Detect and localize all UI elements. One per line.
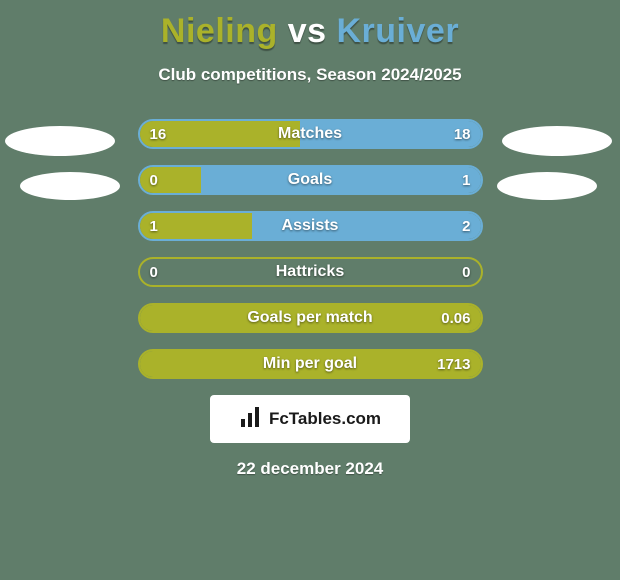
stat-label: Min per goal [140,351,481,377]
stat-bar: Hattricks0 0 [138,257,483,287]
date-label: 22 december 2024 [0,459,620,479]
brand-chart-icon [239,405,263,434]
subtitle: Club competitions, Season 2024/2025 [0,65,620,85]
stat-label: Goals [140,167,481,193]
stats-bars: Matches1618Goals01Assists12Hattricks00Go… [138,119,483,379]
stat-bar: Goals0 1 [138,165,483,195]
avatar-right-shadow [497,172,597,200]
avatar-left-shadow [20,172,120,200]
stat-value-left: 16 [150,121,167,147]
stat-bar: Assists1 2 [138,211,483,241]
stat-label: Goals per match [140,305,481,331]
stat-bar: Goals per match0.06 [138,303,483,333]
stat-bar: Min per goal1713 [138,349,483,379]
stat-label: Assists [140,213,481,239]
brand-badge: FcTables.com [210,395,410,443]
stat-value-right: 1 [462,167,470,193]
avatar-left-top [5,126,115,156]
stat-value-right: 0 [462,259,470,285]
brand-text: FcTables.com [269,409,381,429]
stat-value-left: 0 [150,167,158,193]
stat-bar: Matches16 18 [138,119,483,149]
stat-value-left: 0 [150,259,158,285]
stat-value-right: 0.06 [441,305,470,331]
stat-value-right: 18 [454,121,471,147]
stat-label: Hattricks [140,259,481,285]
comparison-title: Nieling vs Kruiver [0,0,620,51]
stat-value-left: 1 [150,213,158,239]
stat-value-right: 2 [462,213,470,239]
vs-label: vs [288,12,327,50]
player2-name: Kruiver [337,12,460,50]
avatar-right-top [502,126,612,156]
stat-label: Matches [140,121,481,147]
stat-value-right: 1713 [437,351,470,377]
player1-name: Nieling [161,12,278,50]
